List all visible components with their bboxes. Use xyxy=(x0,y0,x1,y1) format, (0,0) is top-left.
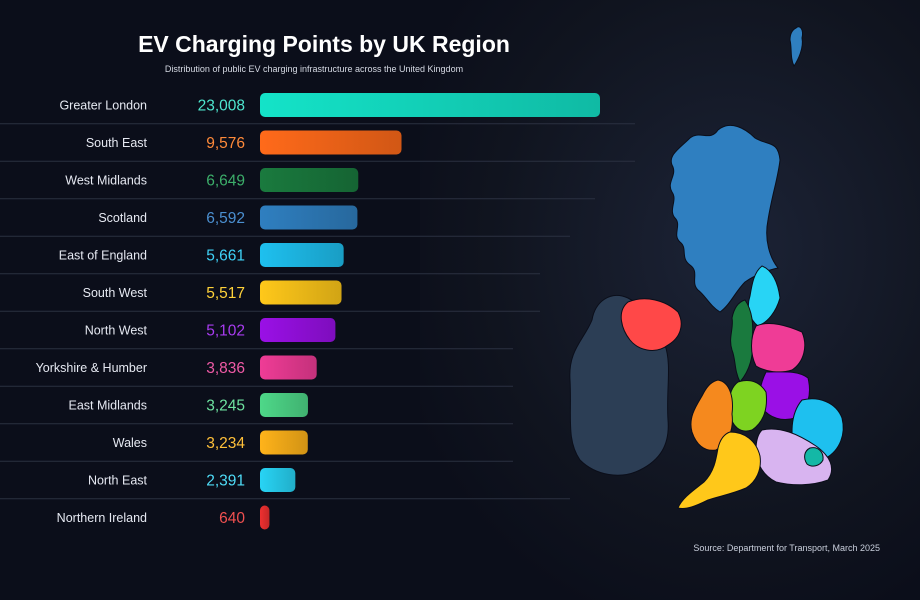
value-label: 640 xyxy=(219,510,245,527)
map-region-north-west xyxy=(730,299,754,383)
map-region-wales xyxy=(690,379,733,451)
value-label: 23,008 xyxy=(198,98,245,115)
value-label: 3,836 xyxy=(206,360,245,377)
bar xyxy=(260,205,358,230)
map-region-shetland xyxy=(789,26,803,67)
value-label: 2,391 xyxy=(206,473,245,490)
value-label: 9,576 xyxy=(206,135,245,152)
source-note: Source: Department for Transport, March … xyxy=(693,543,880,553)
bar-chart: Greater London 23,008 South East 9,576 West … xyxy=(0,93,635,530)
map-region-yorkshire xyxy=(751,323,806,373)
bar xyxy=(260,355,317,380)
category-label: West Midlands xyxy=(65,174,147,188)
bar xyxy=(260,168,359,192)
category-label: Yorkshire & Humber xyxy=(36,361,147,375)
value-label: 5,661 xyxy=(206,248,245,265)
bar xyxy=(260,243,344,267)
value-label: 5,517 xyxy=(206,285,245,302)
bar xyxy=(260,505,270,530)
category-label: South West xyxy=(83,286,148,300)
value-label: 3,245 xyxy=(206,398,245,415)
category-label: East Midlands xyxy=(68,399,147,413)
value-label: 6,649 xyxy=(206,173,245,190)
category-label: Northern Ireland xyxy=(57,511,147,525)
category-label: South East xyxy=(86,136,148,150)
map-region-northern-ireland xyxy=(620,298,682,351)
bar xyxy=(260,393,308,417)
bar xyxy=(260,130,402,155)
uk-region-map xyxy=(569,26,844,509)
category-label: East of England xyxy=(59,249,147,263)
bar xyxy=(260,93,600,117)
chart-subtitle: Distribution of public EV charging infra… xyxy=(164,64,464,74)
map-region-south-west xyxy=(677,431,761,509)
category-label: North West xyxy=(85,324,148,338)
bar xyxy=(260,430,308,455)
category-label: Wales xyxy=(113,436,147,450)
category-label: North East xyxy=(88,474,148,488)
bar xyxy=(260,468,296,492)
chart-title: EV Charging Points by UK Region xyxy=(138,31,510,57)
category-label: Greater London xyxy=(59,99,147,113)
value-label: 6,592 xyxy=(206,210,245,227)
value-label: 5,102 xyxy=(206,323,245,340)
bar xyxy=(260,318,336,342)
bar xyxy=(260,280,342,305)
map-region-west-midlands xyxy=(728,379,767,432)
map-region-greater-london xyxy=(804,447,824,467)
category-label: Scotland xyxy=(98,211,147,225)
map-region-scotland xyxy=(669,125,781,313)
value-label: 3,234 xyxy=(206,435,245,452)
